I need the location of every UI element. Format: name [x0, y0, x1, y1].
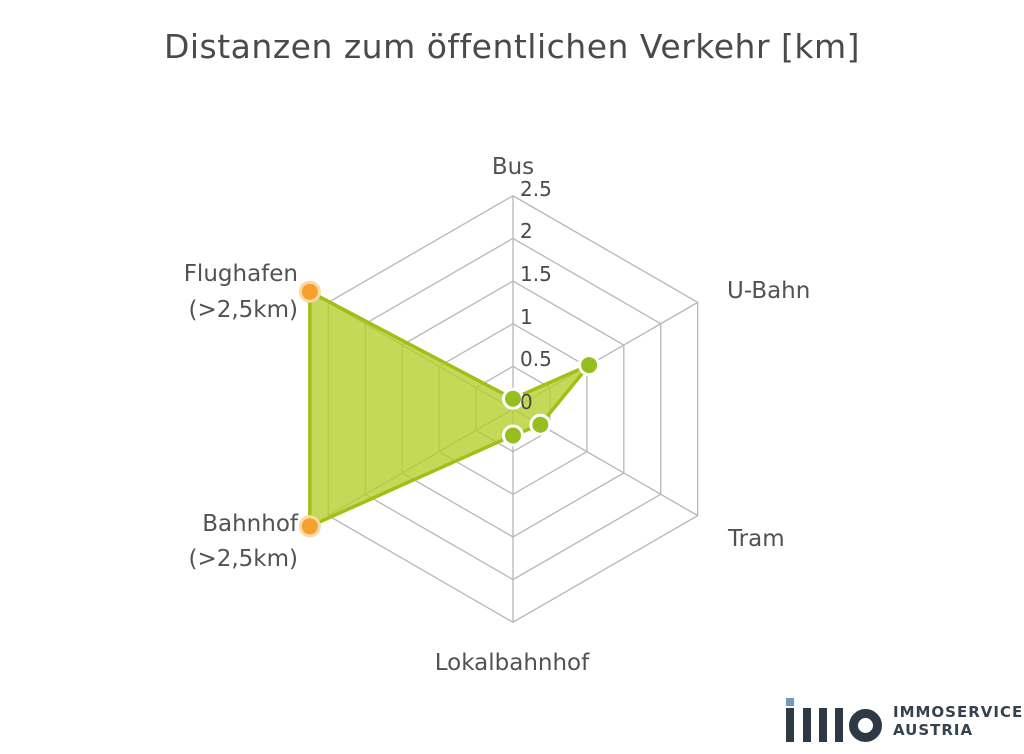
- logo-text: IMMOSERVICE AUSTRIA: [893, 703, 1023, 739]
- radar-data-point-bahnhof: [298, 515, 321, 538]
- logo-bar-icon: [803, 708, 811, 742]
- radar-data-point-lokalbahnhof: [502, 424, 524, 447]
- axis-label-text: Tram: [728, 526, 785, 552]
- axis-label-text: Bahnhof: [202, 511, 298, 537]
- logo-bar-icon: [835, 708, 843, 742]
- axis-label-lokalbahnhof: Lokalbahnhof: [362, 648, 662, 678]
- logo-text-line2: AUSTRIA: [893, 721, 974, 739]
- axis-label-tram: Tram: [728, 524, 948, 554]
- radial-tick-1: 1: [520, 304, 533, 329]
- logo-o-ring-icon: [849, 709, 882, 742]
- radar-data-point-tram: [529, 413, 552, 436]
- logo-bar-icon: [786, 708, 794, 742]
- immo-logo-mark: [786, 697, 886, 745]
- axis-label-text: U-Bahn: [727, 278, 811, 304]
- radial-tick-0: 0: [520, 390, 533, 414]
- axis-label-suffix: (>2,5km): [188, 297, 298, 323]
- axis-label-text: Lokalbahnhof: [434, 650, 590, 676]
- axis-label-suffix: (>2,5km): [188, 546, 298, 572]
- axis-label-text: Flughafen: [183, 261, 298, 287]
- radar-data-point-bus: [502, 387, 524, 410]
- logo-i-dot-icon: [786, 698, 794, 706]
- radial-tick-1.5: 1.5: [520, 262, 552, 287]
- axis-label-bahnhof: Bahnhof (>2,5km): [88, 507, 298, 577]
- chart-title: Distanzen zum öffentlichen Verkehr [km]: [163, 27, 861, 66]
- axis-label-bus: Bus: [413, 152, 613, 182]
- immoservice-logo: IMMOSERVICE AUSTRIA: [786, 697, 1022, 745]
- radial-tick-2: 2: [520, 219, 533, 244]
- radar-data-polygon: [308, 289, 591, 529]
- radial-tick-0.5: 0.5: [520, 347, 552, 372]
- axis-label-ubahn: U-Bahn: [727, 276, 947, 306]
- radar-data-point-u-bahn: [578, 354, 601, 377]
- radial-tick-2.5: 2.5: [520, 176, 552, 201]
- logo-text-line1: IMMOSERVICE: [893, 703, 1024, 721]
- axis-label-flughafen: Flughafen (>2,5km): [88, 256, 298, 328]
- logo-bar-icon: [819, 708, 827, 742]
- axis-label-text: Bus: [491, 154, 535, 180]
- radar-data-point-flughafen: [298, 280, 321, 303]
